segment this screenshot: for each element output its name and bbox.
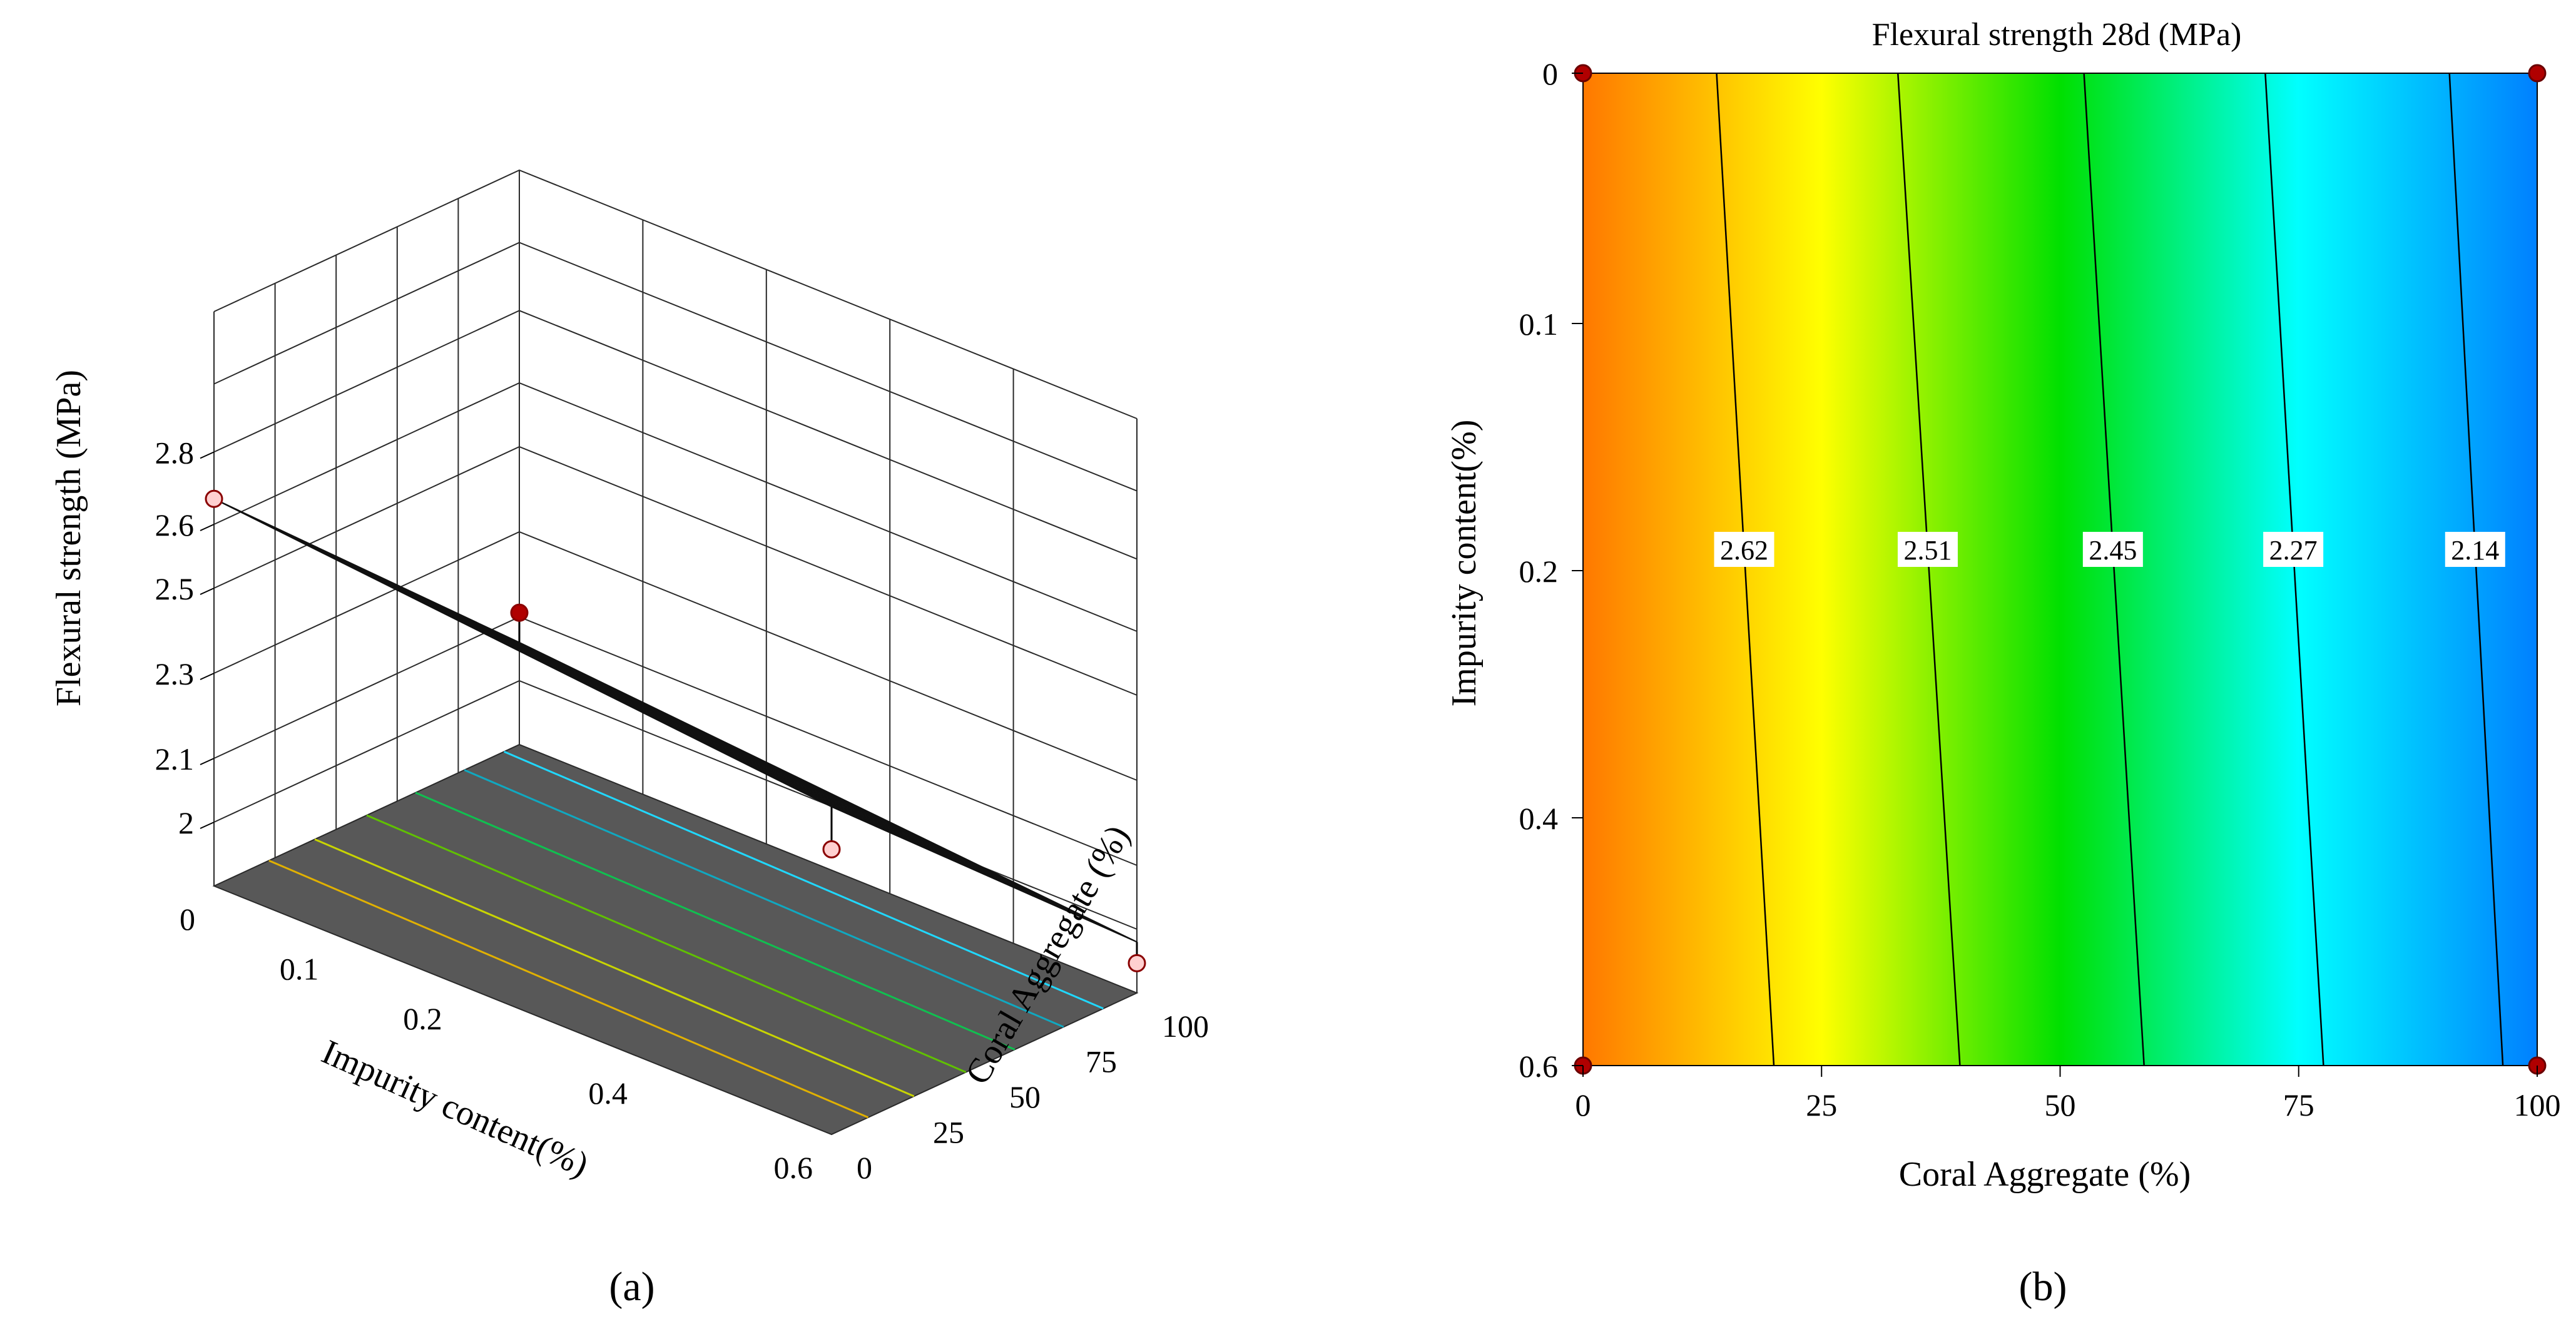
floor-contour-line [366,814,967,1073]
contour-label: 2.14 [2451,535,2499,566]
y-tick-label: 100 [1162,1009,1209,1044]
x-axis-ticks: 0 0.1 0.2 0.4 0.6 [180,902,813,1185]
contour-label: 2.45 [2089,535,2137,566]
z-tick-label: 2.3 [155,656,195,691]
z-tick-label: 2.5 [155,571,195,606]
z-tick-mark [200,588,215,595]
contour-line [1897,73,1961,1066]
wall-gridline [213,242,1138,492]
contour-plot-panel: 2.62 2.51 2.45 2.27 2.14 0 25 50 75 100 00.10.20… [1445,17,2561,1310]
x-tick-label: 25 [1806,1087,1837,1123]
y-tick-label: 0.2 [1519,554,1559,589]
contour-label: 2.51 [1903,535,1952,566]
contour-labels: 2.62 2.51 2.45 2.27 2.14 [1714,532,2505,567]
x-tick-label: 100 [2514,1087,2561,1123]
mesh-line [769,775,1076,913]
x-axis-label: Impurity content(%) [316,1032,594,1184]
contour-lines [1716,73,2504,1066]
wall-gridline [213,531,1138,781]
panel-label-a: (a) [609,1264,654,1310]
contour-line [1716,73,1775,1066]
surface-mesh [213,498,1138,943]
wall-gridline [213,169,1138,419]
y-axis-ticks: 0 25 50 75 100 [857,1009,1209,1185]
z-tick-label: 2 [178,805,194,840]
contour-label: 2.27 [2269,535,2318,566]
floor-contour-line [268,859,869,1119]
floor-contour-lines [268,750,1104,1119]
contour-plot-area [1582,73,2538,1066]
x-tick-label: 75 [2283,1087,2314,1123]
y-tick-label: 0 [1542,56,1558,91]
panel-label-b: (b) [2019,1264,2067,1310]
contour-line [2264,73,2324,1066]
y-tick-label: 0 [857,1150,872,1185]
x-tick-label: 0 [1576,1087,1591,1123]
z-axis-ticks: 2 2.1 2.3 2.5 2.6 2.8 [155,435,215,840]
x-tick-label: 0.4 [588,1076,628,1111]
x-axis-ticks: 0 25 50 75 100 [1576,1066,2561,1123]
surface-plot-panel: 2 2.1 2.3 2.5 2.6 2.8 0 0.1 0.2 0.4 0.6 0 25 50 75 10… [49,169,1209,1310]
contour-label-box [1714,532,1774,567]
y-tick-label: 25 [933,1115,964,1150]
x-tick-label: 0.1 [280,951,319,986]
floor-contour-line [314,838,915,1097]
x-tick-label: 50 [2045,1087,2076,1123]
z-tick-mark [200,524,215,531]
floor-contour-line [504,750,1104,1010]
design-point [2528,64,2547,83]
x-axis-label: Coral Aggregate (%) [1899,1155,2191,1194]
design-point [822,840,841,858]
y-tick-label: 75 [1086,1044,1117,1079]
contour-label-box [2082,532,2143,567]
mesh-line [519,642,1138,943]
contour-label-box [2445,532,2505,567]
y-axis-ticks: 0 0.1 0.2 0.4 0.6 [1519,56,1583,1084]
x-tick-label: 0.6 [774,1150,813,1185]
z-tick-label: 2.6 [155,507,195,542]
x-tick-label: 0 [180,902,195,937]
floor-contour-line [415,792,1016,1051]
z-tick-mark [200,451,215,459]
x-tick-label: 0.2 [403,1001,442,1036]
y-tick-label: 0.4 [1519,801,1559,836]
y-tick-label: 0.6 [1519,1049,1559,1084]
contour-label: 2.62 [1720,535,1768,566]
y-tick-label: 50 [1009,1079,1041,1114]
design-point [1128,954,1146,972]
wall-gridline [213,310,1138,560]
z-tick-mark [200,822,215,829]
floor-contour-line [464,769,1064,1028]
y-axis-label: Impurity content(%) [1445,420,1484,707]
wall-gridline [213,446,1138,696]
plot-floor [212,743,1139,1136]
mesh-line [831,806,1138,943]
contour-line [2448,73,2504,1066]
y-tick-label: 0.1 [1519,307,1559,342]
z-tick-mark [200,673,215,680]
contour-label-box [1897,532,1958,567]
mesh-line [800,791,1107,928]
design-point [205,489,223,508]
design-point [510,603,529,622]
chart-title: Flexural strength 28d (MPa) [1872,17,2242,53]
wall-gridline [213,382,1138,632]
design-points [205,489,1146,972]
z-tick-label: 2.8 [155,435,195,470]
z-tick-label: 2.1 [155,741,195,777]
contour-label-box [2263,532,2324,567]
z-tick-mark [200,758,215,765]
contour-line [2083,73,2145,1066]
z-axis-label: Flexural strength (MPa) [49,370,88,706]
